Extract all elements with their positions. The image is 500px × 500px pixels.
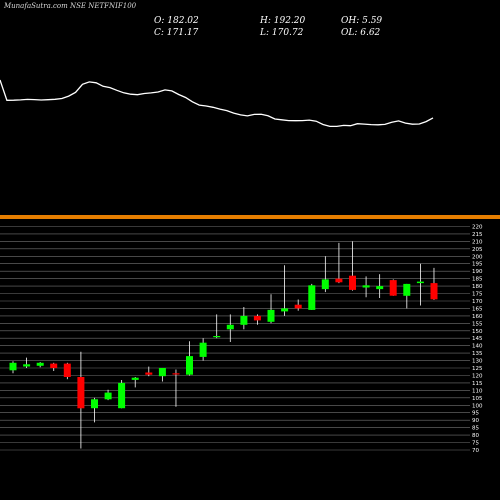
panel-divider bbox=[0, 215, 500, 219]
candle-down bbox=[253, 315, 261, 321]
candle-up bbox=[131, 377, 139, 380]
candle-up bbox=[199, 342, 207, 357]
y-tick-label: 165 bbox=[472, 306, 483, 312]
candle-up bbox=[240, 315, 248, 325]
y-tick-label: 195 bbox=[472, 262, 483, 268]
candle-down bbox=[335, 278, 343, 283]
candle-up bbox=[104, 392, 112, 400]
candles bbox=[9, 241, 438, 449]
candle-up bbox=[9, 362, 17, 371]
price-grid bbox=[0, 226, 470, 451]
candle-up bbox=[36, 362, 44, 366]
candle-down bbox=[430, 283, 438, 300]
open-value: O: 182.02 bbox=[154, 16, 199, 26]
y-tick-label: 110 bbox=[472, 388, 483, 394]
ol-value: OL: 6.62 bbox=[341, 28, 381, 38]
candle-up bbox=[362, 285, 370, 288]
price-line bbox=[0, 79, 434, 128]
y-tick-label: 190 bbox=[472, 269, 483, 275]
y-tick-label: 175 bbox=[472, 292, 483, 298]
y-tick-label: 185 bbox=[472, 277, 483, 283]
y-tick-label: 115 bbox=[472, 381, 483, 387]
y-tick-label: 70 bbox=[472, 448, 479, 454]
candle-down bbox=[77, 377, 85, 409]
y-tick-label: 130 bbox=[472, 359, 483, 365]
y-tick-label: 210 bbox=[472, 239, 483, 245]
y-tick-label: 150 bbox=[472, 329, 483, 335]
y-tick-label: 100 bbox=[472, 403, 483, 409]
y-tick-label: 155 bbox=[472, 321, 483, 327]
y-tick-label: 75 bbox=[472, 441, 479, 447]
candle-down bbox=[172, 373, 180, 375]
y-tick-label: 90 bbox=[472, 418, 479, 424]
candle-up bbox=[308, 285, 316, 310]
candle-down bbox=[349, 275, 356, 290]
candle-up bbox=[91, 399, 98, 409]
low-value: L: 170.72 bbox=[260, 28, 304, 38]
y-tick-label: 160 bbox=[472, 314, 483, 320]
y-tick-label: 135 bbox=[472, 351, 483, 357]
candle-up bbox=[213, 336, 221, 338]
high-value: H: 192.20 bbox=[260, 16, 306, 26]
y-tick-label: 205 bbox=[472, 247, 483, 253]
candle-up bbox=[226, 324, 234, 330]
candle-down bbox=[145, 372, 153, 375]
candle-up bbox=[267, 309, 275, 322]
candle-down bbox=[50, 363, 58, 369]
oh-value: OH: 5.59 bbox=[341, 16, 383, 26]
y-tick-label: 95 bbox=[472, 411, 479, 417]
y-tick-label: 140 bbox=[472, 344, 483, 350]
candle-up bbox=[158, 368, 166, 377]
y-tick-label: 85 bbox=[472, 426, 479, 432]
y-tick-label: 145 bbox=[472, 336, 483, 342]
candle-up bbox=[23, 364, 31, 367]
candle-up bbox=[186, 356, 193, 375]
candle-down bbox=[389, 280, 397, 296]
chart-title: MunafaSutra.com NSE NETFNIF100 bbox=[4, 2, 137, 10]
y-tick-label: 220 bbox=[472, 225, 483, 231]
candle-up bbox=[403, 283, 411, 296]
candle-up bbox=[321, 279, 329, 290]
y-tick-label: 120 bbox=[472, 374, 483, 380]
candle-up bbox=[376, 286, 384, 290]
y-tick-label: 105 bbox=[472, 396, 483, 402]
candle-up bbox=[118, 382, 126, 409]
y-tick-label: 170 bbox=[472, 299, 483, 305]
candle-down bbox=[63, 363, 71, 377]
candle-up bbox=[281, 308, 289, 312]
close-value: C: 171.17 bbox=[154, 28, 199, 38]
y-tick-label: 200 bbox=[472, 254, 483, 260]
candle-up bbox=[416, 281, 424, 284]
y-tick-label: 80 bbox=[472, 433, 479, 439]
candle-down bbox=[294, 304, 302, 309]
y-tick-label: 215 bbox=[472, 232, 483, 238]
y-tick-label: 180 bbox=[472, 284, 483, 290]
y-tick-label: 125 bbox=[472, 366, 483, 372]
